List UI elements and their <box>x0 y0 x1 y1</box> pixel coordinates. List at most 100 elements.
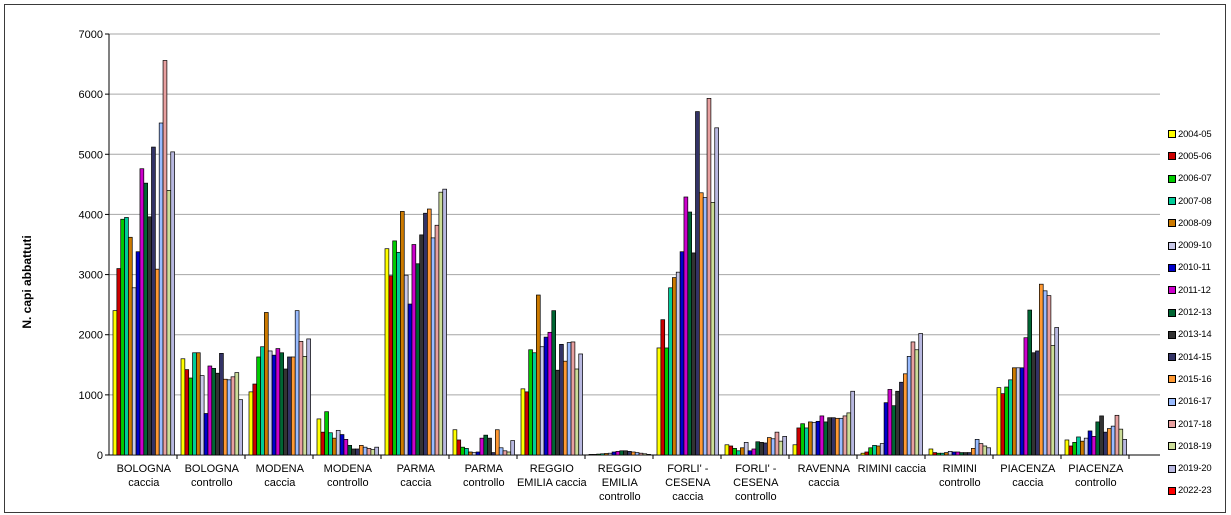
bar <box>611 451 617 456</box>
legend: 2004-05 2005-06 2006-07 2007-08 2008-09 2009-… <box>1168 123 1228 502</box>
legend-item: 2008-09 <box>1168 212 1228 234</box>
bar <box>796 427 802 456</box>
bar <box>982 445 988 456</box>
bar <box>1106 428 1112 456</box>
legend-swatch <box>1168 308 1176 317</box>
bar <box>362 446 368 456</box>
x-tick-label: RIMINI controllo <box>939 463 981 489</box>
bar <box>914 349 920 456</box>
bar <box>551 310 556 456</box>
bar <box>316 418 322 456</box>
x-tick-label: PIACENZA controllo <box>1068 463 1124 489</box>
bar <box>970 448 976 456</box>
bar <box>170 151 175 456</box>
legend-item: 2014-15 <box>1168 346 1228 368</box>
bar <box>763 442 768 456</box>
bar <box>407 303 413 456</box>
x-tick-label: RIMINI caccia <box>858 463 927 475</box>
bar <box>320 431 326 456</box>
bar <box>366 448 372 456</box>
bar <box>423 212 428 456</box>
bar <box>1110 425 1116 456</box>
bar <box>1035 350 1040 456</box>
bar <box>328 432 333 456</box>
bar <box>804 427 809 456</box>
bar <box>230 376 236 456</box>
bar <box>143 182 149 456</box>
legend-item: 2006-07 <box>1168 168 1228 190</box>
bar <box>1054 327 1059 456</box>
bar <box>679 251 685 456</box>
bar <box>271 354 277 456</box>
legend-swatch <box>1168 353 1176 362</box>
legend-swatch <box>1168 241 1176 250</box>
legend-label: 2008-09 <box>1178 217 1212 229</box>
bar <box>570 341 576 456</box>
bar <box>120 218 125 456</box>
bar <box>238 399 243 456</box>
bar <box>180 358 186 456</box>
bar <box>532 352 537 456</box>
bar <box>543 336 549 456</box>
legend-label: 2007-08 <box>1178 195 1212 207</box>
bar <box>203 413 209 456</box>
bar <box>672 277 677 456</box>
legend-item: 2017-18 <box>1168 413 1228 435</box>
bar <box>1038 283 1044 456</box>
bar <box>135 251 141 456</box>
bar <box>883 402 889 456</box>
bar <box>256 356 261 456</box>
bar <box>332 437 337 456</box>
bar <box>604 453 609 456</box>
bar <box>656 347 662 456</box>
bar <box>215 372 220 456</box>
x-tick-label: MODENA controllo <box>324 463 373 489</box>
bar <box>403 274 409 456</box>
bar <box>740 447 745 456</box>
legend-label: 2015-16 <box>1178 373 1212 385</box>
bar <box>702 197 708 456</box>
bar <box>695 111 700 456</box>
bar <box>800 423 805 456</box>
bar <box>147 216 152 456</box>
legend-swatch <box>1168 486 1176 495</box>
bar <box>683 196 689 456</box>
bar <box>248 391 254 456</box>
x-tick-label: FORLI' -CESENA controllo <box>733 463 779 503</box>
bar <box>234 372 240 456</box>
bar <box>951 451 957 456</box>
bar <box>947 451 953 456</box>
bar <box>646 454 651 456</box>
bar <box>188 377 193 456</box>
bar <box>324 411 329 456</box>
bar <box>162 60 168 456</box>
bar <box>698 192 704 456</box>
bar <box>452 429 458 456</box>
bar <box>664 347 669 456</box>
legend-label: 2019-20 <box>1178 463 1212 475</box>
bar <box>335 429 341 456</box>
bar <box>1012 367 1017 456</box>
bar <box>471 452 477 456</box>
bar <box>275 348 281 456</box>
bar <box>184 369 190 456</box>
bar <box>506 451 512 456</box>
bar <box>223 378 228 456</box>
bar <box>792 444 798 456</box>
bar <box>528 349 533 456</box>
legend-item: 2012-13 <box>1168 301 1228 323</box>
legend-swatch <box>1168 197 1176 206</box>
x-tick-label: BOLOGNA controllo <box>185 463 240 489</box>
bar <box>112 310 118 456</box>
bar <box>1068 445 1074 456</box>
bar <box>910 341 916 456</box>
legend-label: 2010-11 <box>1178 262 1211 274</box>
bar <box>615 451 621 456</box>
bar <box>868 447 873 456</box>
legend-swatch <box>1168 442 1176 451</box>
bar <box>978 443 984 456</box>
bar <box>627 451 632 456</box>
x-tick-label: REGGIO EMILIA caccia <box>517 463 588 489</box>
bar <box>536 294 541 456</box>
bar <box>131 287 137 456</box>
